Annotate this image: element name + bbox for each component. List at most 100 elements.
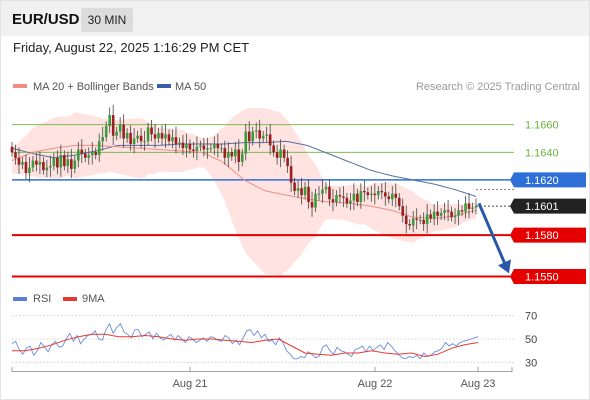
candle-body bbox=[237, 149, 241, 162]
timeframe-button[interactable]: 30 MIN bbox=[81, 8, 133, 32]
candle-body bbox=[247, 131, 251, 142]
candle-body bbox=[352, 193, 356, 201]
candle-body bbox=[272, 145, 275, 153]
candle-body bbox=[425, 214, 429, 225]
candle-body bbox=[150, 127, 153, 135]
candle-body bbox=[199, 145, 202, 147]
candle-body bbox=[457, 210, 460, 216]
candle-body bbox=[261, 135, 265, 139]
candle-body bbox=[342, 196, 345, 198]
datetime-label: Friday, August 22, 2025 1:16:29 PM CET bbox=[13, 40, 250, 55]
candle-body bbox=[83, 153, 87, 158]
candle-body bbox=[390, 193, 394, 200]
candle-body bbox=[258, 130, 261, 139]
candle-body bbox=[63, 155, 66, 167]
candle-body bbox=[146, 127, 150, 142]
candle-body bbox=[223, 148, 227, 158]
candle-body bbox=[216, 144, 220, 149]
candle-body bbox=[408, 224, 412, 226]
ma50-line bbox=[11, 140, 477, 197]
candle-body bbox=[370, 193, 373, 196]
candle-body bbox=[153, 134, 157, 139]
x-axis-label: Aug 22 bbox=[358, 378, 393, 390]
candle-body bbox=[345, 197, 349, 204]
candle-body bbox=[111, 115, 115, 136]
forecast-arrow-head bbox=[498, 259, 511, 274]
candle-body bbox=[244, 131, 248, 154]
chart-header: EUR/USD 30 MIN bbox=[1, 1, 589, 36]
rsi-legend-label: RSI bbox=[33, 293, 51, 305]
candle-body bbox=[429, 214, 432, 219]
candle-body bbox=[17, 157, 21, 165]
candle-body bbox=[275, 152, 279, 158]
candle-body bbox=[213, 144, 216, 149]
candle-body bbox=[160, 132, 164, 139]
candle-body bbox=[10, 146, 14, 153]
candle-body bbox=[464, 203, 467, 212]
candle-body bbox=[28, 167, 31, 173]
candle-body bbox=[164, 134, 167, 139]
candle-body bbox=[139, 135, 143, 142]
candle-body bbox=[394, 193, 398, 198]
candle-body bbox=[356, 193, 359, 202]
level-1-1550-tag bbox=[510, 269, 586, 284]
price-level-labels: 1.1660 1.1640 1.1620 1.1601 1.1580 1.1550 bbox=[510, 120, 586, 284]
rsi-tick-30: 30 bbox=[525, 357, 537, 369]
forecast-arrow bbox=[477, 202, 511, 274]
rsi-tick-70: 70 bbox=[525, 311, 537, 323]
candle-body bbox=[289, 166, 293, 183]
candle-body bbox=[188, 144, 192, 150]
level-1-1640-label: 1.1640 bbox=[525, 147, 559, 159]
candle-body bbox=[35, 160, 38, 165]
candle-body bbox=[471, 207, 474, 209]
candle-body bbox=[293, 182, 296, 191]
bollinger-bands bbox=[12, 107, 476, 276]
candle-body bbox=[45, 167, 49, 171]
candle-body bbox=[432, 211, 436, 219]
candle-body bbox=[171, 137, 174, 142]
candle-body bbox=[97, 141, 101, 156]
candle-body bbox=[185, 144, 188, 149]
x-axis: Aug 21 Aug 22 Aug 23 bbox=[11, 367, 513, 390]
candle-body bbox=[174, 137, 178, 145]
candle-body bbox=[474, 206, 478, 208]
candle-body bbox=[363, 190, 366, 193]
candle-body bbox=[167, 134, 171, 142]
candle-body bbox=[101, 137, 105, 142]
candle-body bbox=[300, 188, 303, 196]
candle-body bbox=[453, 215, 457, 218]
candle-body bbox=[279, 149, 282, 158]
level-1-1620-label: 1.1620 bbox=[525, 175, 559, 187]
candle-body bbox=[328, 186, 331, 200]
candle-body bbox=[52, 157, 56, 167]
level-1-1550-label: 1.1550 bbox=[525, 272, 559, 284]
level-1-1601-label: 1.1601 bbox=[525, 201, 559, 213]
ma50-legend-swatch bbox=[157, 84, 171, 88]
candle-body bbox=[80, 149, 84, 154]
candle-body bbox=[227, 152, 230, 158]
candle-body bbox=[240, 153, 244, 162]
candle-body bbox=[359, 190, 363, 202]
rsi-panel: 30 50 70 bbox=[11, 311, 537, 369]
candle-body bbox=[178, 142, 181, 145]
candle-body bbox=[460, 210, 464, 212]
candle-body bbox=[195, 146, 199, 151]
rsi-tick-50: 50 bbox=[525, 334, 537, 346]
candle-body bbox=[331, 199, 335, 202]
level-1-1580-tag bbox=[510, 227, 586, 243]
candle-body bbox=[404, 215, 408, 225]
candle-body bbox=[24, 161, 28, 173]
candle-body bbox=[282, 149, 286, 158]
ma20-legend-label: MA 20 + Bollinger Bands bbox=[33, 81, 154, 93]
candle-body bbox=[233, 149, 237, 157]
candle-body bbox=[303, 186, 307, 196]
candle-body bbox=[202, 145, 206, 150]
level-1-1580-label: 1.1580 bbox=[525, 230, 559, 242]
candle-body bbox=[192, 149, 195, 151]
candle-body bbox=[418, 219, 422, 221]
candle-body bbox=[129, 132, 132, 145]
candle-body bbox=[443, 210, 446, 214]
candle-body bbox=[143, 141, 146, 143]
candle-body bbox=[56, 157, 59, 168]
